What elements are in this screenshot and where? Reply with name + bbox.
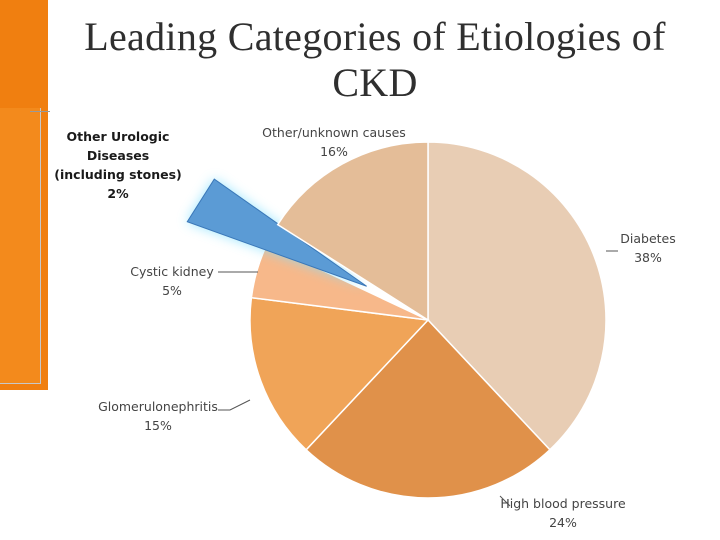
slice-label-line: 2% <box>107 186 129 201</box>
accent-bar-inner <box>0 108 41 384</box>
slice-label-line: 16% <box>320 144 348 159</box>
slice-label-line: 24% <box>549 515 577 530</box>
slice-label-line: 38% <box>634 250 662 265</box>
slice-label: Glomerulonephritis 15% <box>98 399 218 433</box>
slice-label-line: Cystic kidney <box>130 264 214 279</box>
pie-slice-other-unknown-causes <box>276 141 429 322</box>
slice-label-line: 15% <box>144 418 172 433</box>
slice-label: Cystic kidney 5% <box>130 264 214 298</box>
slice-label-line: High blood pressure <box>500 496 626 511</box>
label-leader-line <box>499 495 511 507</box>
slice-label: Other/unknown causes 16% <box>262 125 406 159</box>
pie-slice-high-blood-pressure <box>305 318 551 499</box>
slice-label-line: Glomerulonephritis <box>98 399 218 414</box>
pie-slice-diabetes <box>427 141 607 451</box>
slice-label: Diabetes 38% <box>620 231 676 265</box>
slice-label-line: Other/unknown causes <box>262 125 406 140</box>
label-leader-line <box>218 399 251 411</box>
title-rule <box>30 111 50 112</box>
slice-label-line: Other Urologic <box>67 129 170 144</box>
pie-slice-glomerulonephritis <box>249 296 430 451</box>
slice-label: Other Urologic Diseases (including stones)… <box>54 129 181 201</box>
slice-label: High blood pressure 24% <box>500 496 626 530</box>
slice-label-line: Diabetes <box>620 231 676 246</box>
slice-label-line: 5% <box>162 283 182 298</box>
slice-label-line: Diseases <box>87 148 149 163</box>
slice-label-line: (including stones) <box>54 167 181 182</box>
page-title: Leading Categories of Etiologies of CKD <box>84 14 666 105</box>
